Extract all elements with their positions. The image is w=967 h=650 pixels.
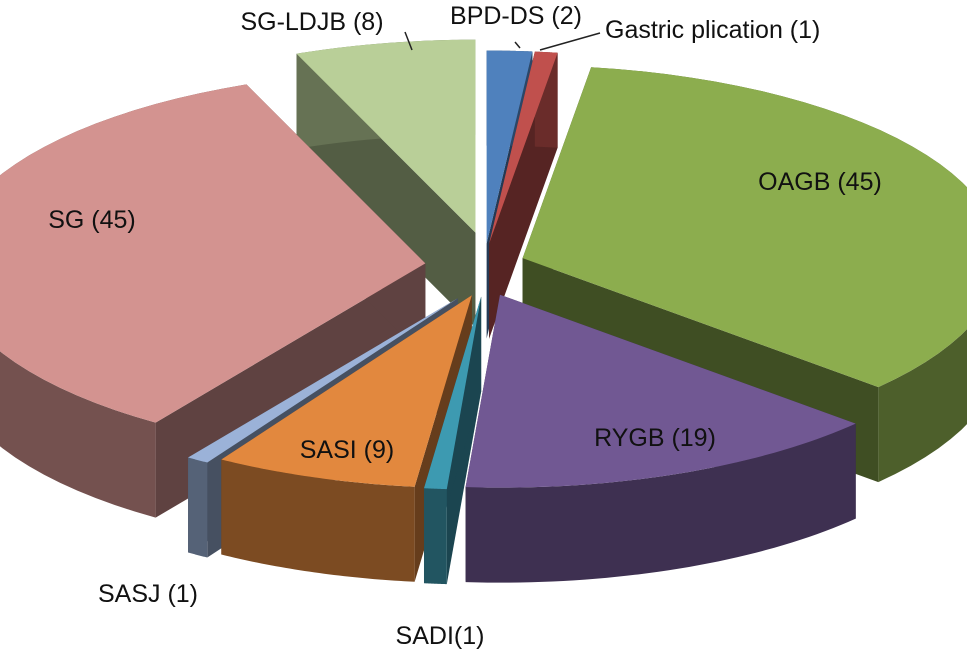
leader-line	[404, 31, 413, 51]
leader-line	[514, 41, 521, 49]
pie-slice-sg-ldjb	[296, 39, 476, 328]
pie-slice-rygb	[465, 294, 856, 583]
slice-label: Gastric plication (1)	[605, 16, 820, 44]
pie-slices	[0, 39, 967, 585]
slice-label: SG (45)	[48, 206, 136, 234]
slice-label: RYGB (19)	[594, 424, 716, 452]
pie-slice-sadi	[423, 296, 482, 585]
slice-label: SADI(1)	[396, 622, 485, 650]
slice-label: SASJ (1)	[98, 580, 198, 608]
slice-label: SG-LDJB (8)	[240, 8, 383, 36]
slice-label: BPD-DS (2)	[450, 2, 582, 30]
slice-labels: BPD-DS (2) Gastric plication (1) OAGB (45)…	[48, 2, 882, 650]
pie-slice-gastric-plication	[489, 51, 558, 339]
leader-line	[539, 32, 601, 51]
leader-lines	[404, 31, 601, 51]
slice-label: OAGB (45)	[758, 168, 882, 196]
slice-label: SASI (9)	[300, 436, 394, 464]
